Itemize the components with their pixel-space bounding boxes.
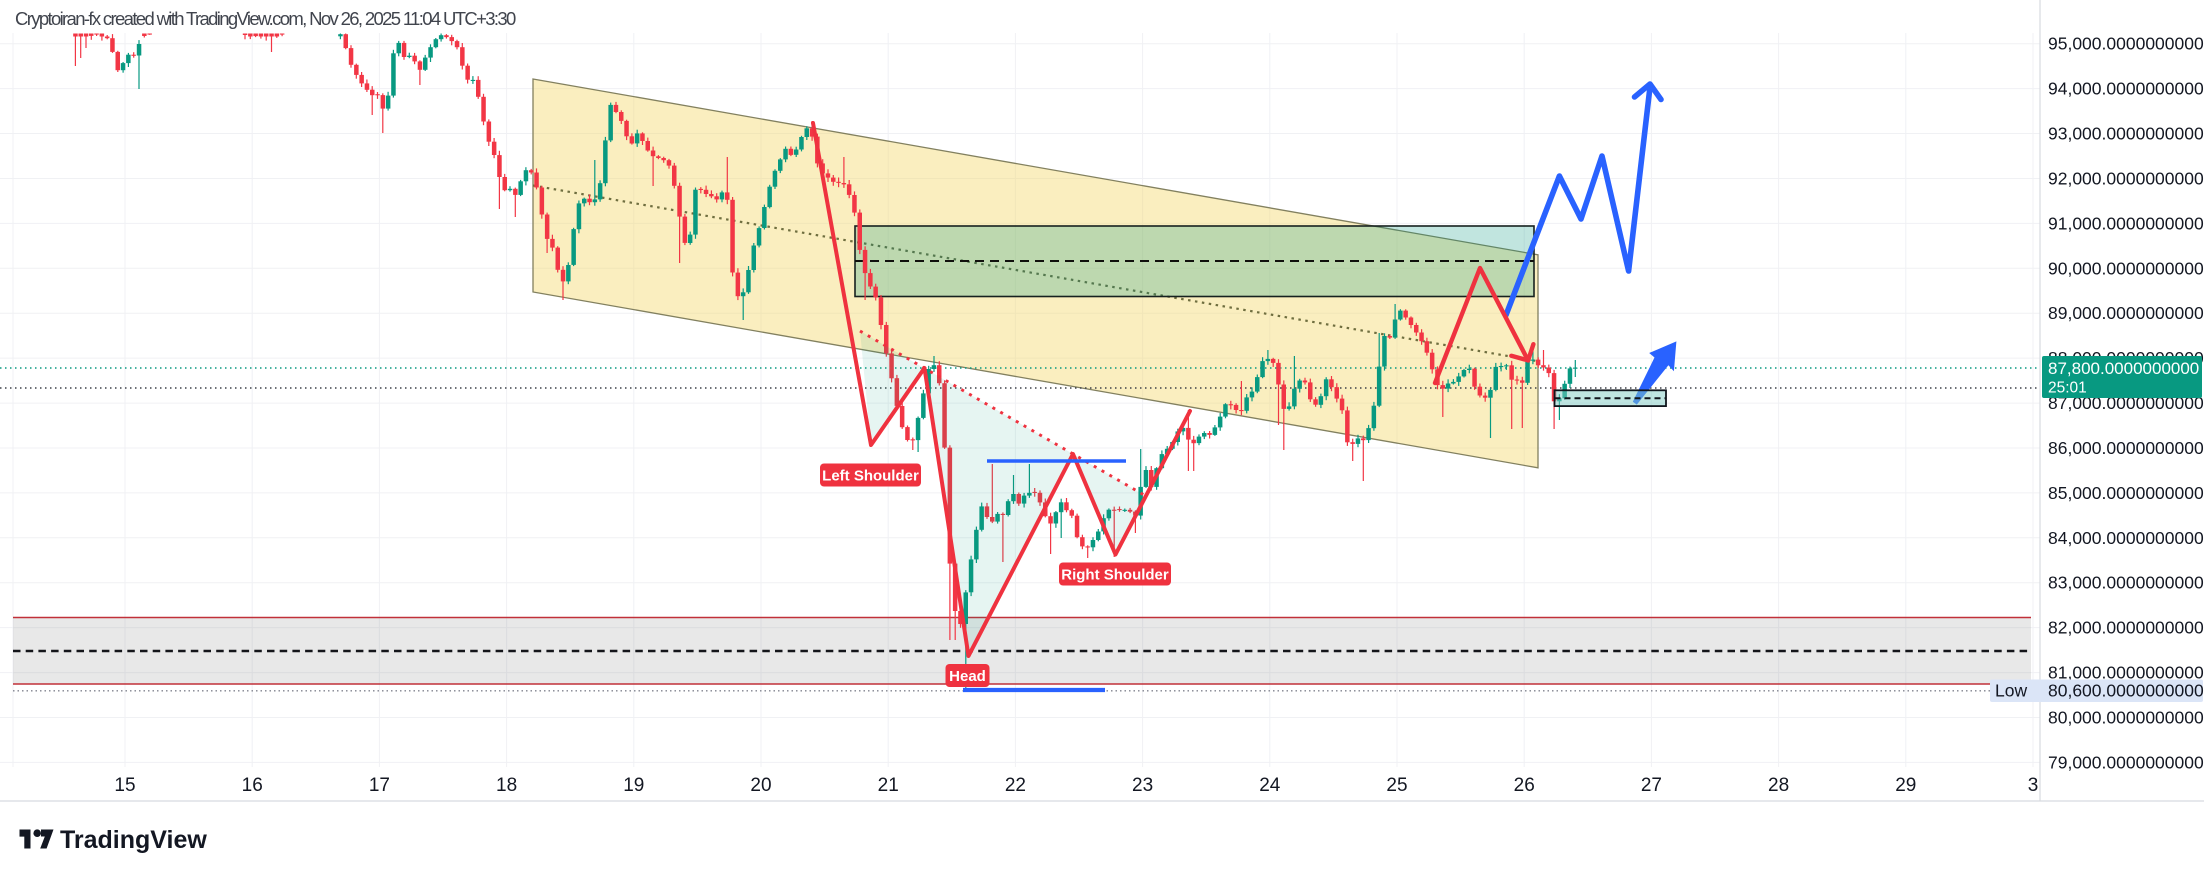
- svg-text:22: 22: [1005, 775, 1026, 796]
- svg-text:Cryptoiran-fx created with Tra: Cryptoiran-fx created with TradingView.c…: [15, 8, 516, 29]
- svg-text:83,000.0000000000: 83,000.0000000000: [2048, 573, 2204, 593]
- svg-text:20: 20: [750, 775, 771, 796]
- svg-text:TradingView: TradingView: [60, 826, 207, 854]
- svg-text:29: 29: [1895, 775, 1916, 796]
- svg-text:Right Shoulder: Right Shoulder: [1061, 567, 1169, 584]
- svg-text:26: 26: [1514, 775, 1535, 796]
- svg-text:80,600.0000000000: 80,600.0000000000: [2048, 681, 2204, 701]
- svg-text:27: 27: [1641, 775, 1662, 796]
- svg-text:92,000.0000000000: 92,000.0000000000: [2048, 169, 2204, 189]
- svg-text:3: 3: [2028, 775, 2039, 796]
- svg-text:23: 23: [1132, 775, 1153, 796]
- svg-text:16: 16: [242, 775, 263, 796]
- svg-text:81,000.0000000000: 81,000.0000000000: [2048, 663, 2204, 683]
- svg-text:79,000.0000000000: 79,000.0000000000: [2048, 752, 2204, 772]
- svg-text:95,000.0000000000: 95,000.0000000000: [2048, 34, 2204, 54]
- svg-text:17: 17: [369, 775, 390, 796]
- svg-text:90,000.0000000000: 90,000.0000000000: [2048, 258, 2204, 278]
- svg-text:87,800.0000000000: 87,800.0000000000: [2048, 359, 2199, 378]
- svg-text:86,000.0000000000: 86,000.0000000000: [2048, 438, 2204, 458]
- svg-text:Low: Low: [1995, 681, 2027, 701]
- svg-text:89,000.0000000000: 89,000.0000000000: [2048, 303, 2204, 323]
- svg-text:91,000.0000000000: 91,000.0000000000: [2048, 213, 2204, 233]
- svg-text:87,000.0000000000: 87,000.0000000000: [2048, 393, 2204, 413]
- svg-text:84,000.0000000000: 84,000.0000000000: [2048, 528, 2204, 548]
- svg-text:93,000.0000000000: 93,000.0000000000: [2048, 124, 2204, 144]
- svg-text:21: 21: [878, 775, 899, 796]
- svg-text:15: 15: [114, 775, 135, 796]
- svg-text:82,000.0000000000: 82,000.0000000000: [2048, 618, 2204, 638]
- svg-text:80,000.0000000000: 80,000.0000000000: [2048, 708, 2204, 728]
- svg-text:Left Shoulder: Left Shoulder: [822, 468, 919, 485]
- svg-text:28: 28: [1768, 775, 1789, 796]
- svg-text:85,000.0000000000: 85,000.0000000000: [2048, 483, 2204, 503]
- svg-text:25: 25: [1386, 775, 1407, 796]
- svg-text:25:01: 25:01: [2048, 380, 2087, 397]
- svg-text:18: 18: [496, 775, 517, 796]
- svg-text:24: 24: [1259, 775, 1281, 796]
- svg-text:94,000.0000000000: 94,000.0000000000: [2048, 79, 2204, 99]
- svg-text:Head: Head: [949, 668, 986, 685]
- svg-text:19: 19: [623, 775, 644, 796]
